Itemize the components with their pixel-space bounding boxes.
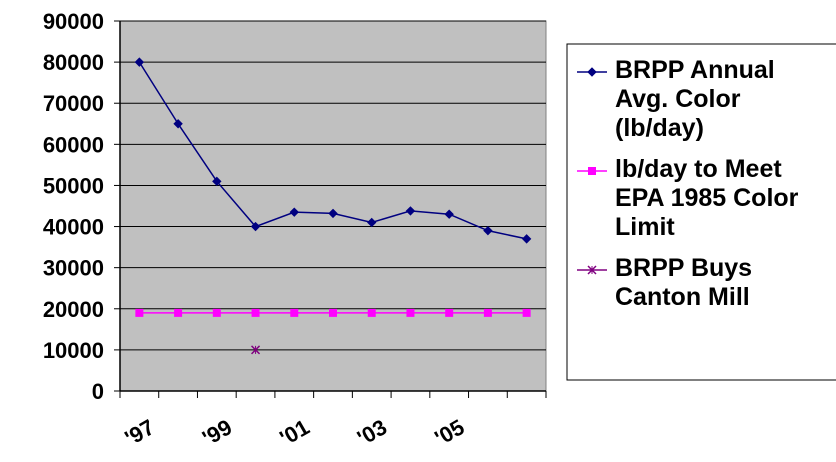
legend-label: BRPP Buys [615, 254, 752, 282]
data-point [173, 119, 183, 129]
data-point [521, 234, 532, 244]
y-tick-label: 80000 [43, 50, 104, 75]
data-point [522, 308, 531, 317]
x-tick-label: '03 [353, 414, 391, 451]
data-point [212, 308, 221, 317]
data-point [135, 308, 144, 317]
data-point [212, 176, 222, 187]
legend-label: (lb/day) [615, 114, 704, 142]
y-tick-label: 0 [92, 379, 104, 404]
gridlines [120, 20, 546, 351]
series-1 [134, 57, 532, 244]
series-3 [251, 345, 261, 355]
data-point [406, 308, 415, 317]
x-tick-label: '01 [275, 414, 313, 451]
data-point [250, 221, 261, 232]
legend-label: EPA 1985 Color [615, 184, 799, 212]
y-tick-label: 50000 [43, 173, 104, 198]
plot-area [119, 20, 547, 392]
legend-swatch-marker [587, 265, 597, 275]
data-point [251, 345, 261, 355]
legend-label: Canton Mill [615, 283, 750, 311]
data-point [174, 308, 183, 317]
legend-swatch-marker [587, 67, 597, 77]
data-point [405, 206, 416, 216]
data-point [367, 217, 377, 228]
y-tick-label: 40000 [43, 215, 104, 240]
data-point [483, 308, 492, 317]
y-axis-ticks: 0 10000 20000 30000 40000 50000 60000 70000 8000… [43, 9, 120, 404]
y-tick-label: 60000 [43, 132, 104, 157]
data-point [328, 208, 338, 219]
data-point [134, 57, 145, 67]
series-2 [135, 308, 531, 317]
legend-label: Avg. Color [615, 85, 741, 113]
series-group [134, 57, 532, 355]
y-tick-label: 30000 [43, 256, 104, 281]
legend-label: lb/day to Meet [615, 155, 782, 183]
x-tick-label: '05 [430, 414, 468, 451]
data-point [290, 308, 299, 317]
data-point [483, 225, 493, 236]
y-tick-label: 20000 [43, 297, 104, 322]
legend-label: Limit [615, 213, 675, 241]
x-axis-ticks: '97 '99 '01 '03 '05 [119, 391, 547, 451]
y-tick-label: 90000 [43, 9, 104, 34]
legend-label: BRPP Annual [615, 56, 775, 84]
data-point [251, 308, 260, 317]
axes [119, 21, 546, 392]
data-point [289, 207, 299, 217]
x-tick-label: '97 [121, 414, 159, 451]
legend-swatch-marker [588, 167, 596, 175]
data-point [445, 308, 454, 317]
x-tick-label: '99 [198, 414, 236, 451]
y-tick-label: 70000 [43, 91, 104, 116]
data-point [444, 209, 454, 219]
data-point [329, 308, 337, 317]
data-point [367, 308, 376, 317]
y-tick-label: 10000 [43, 338, 104, 363]
legend-box [566, 43, 836, 381]
